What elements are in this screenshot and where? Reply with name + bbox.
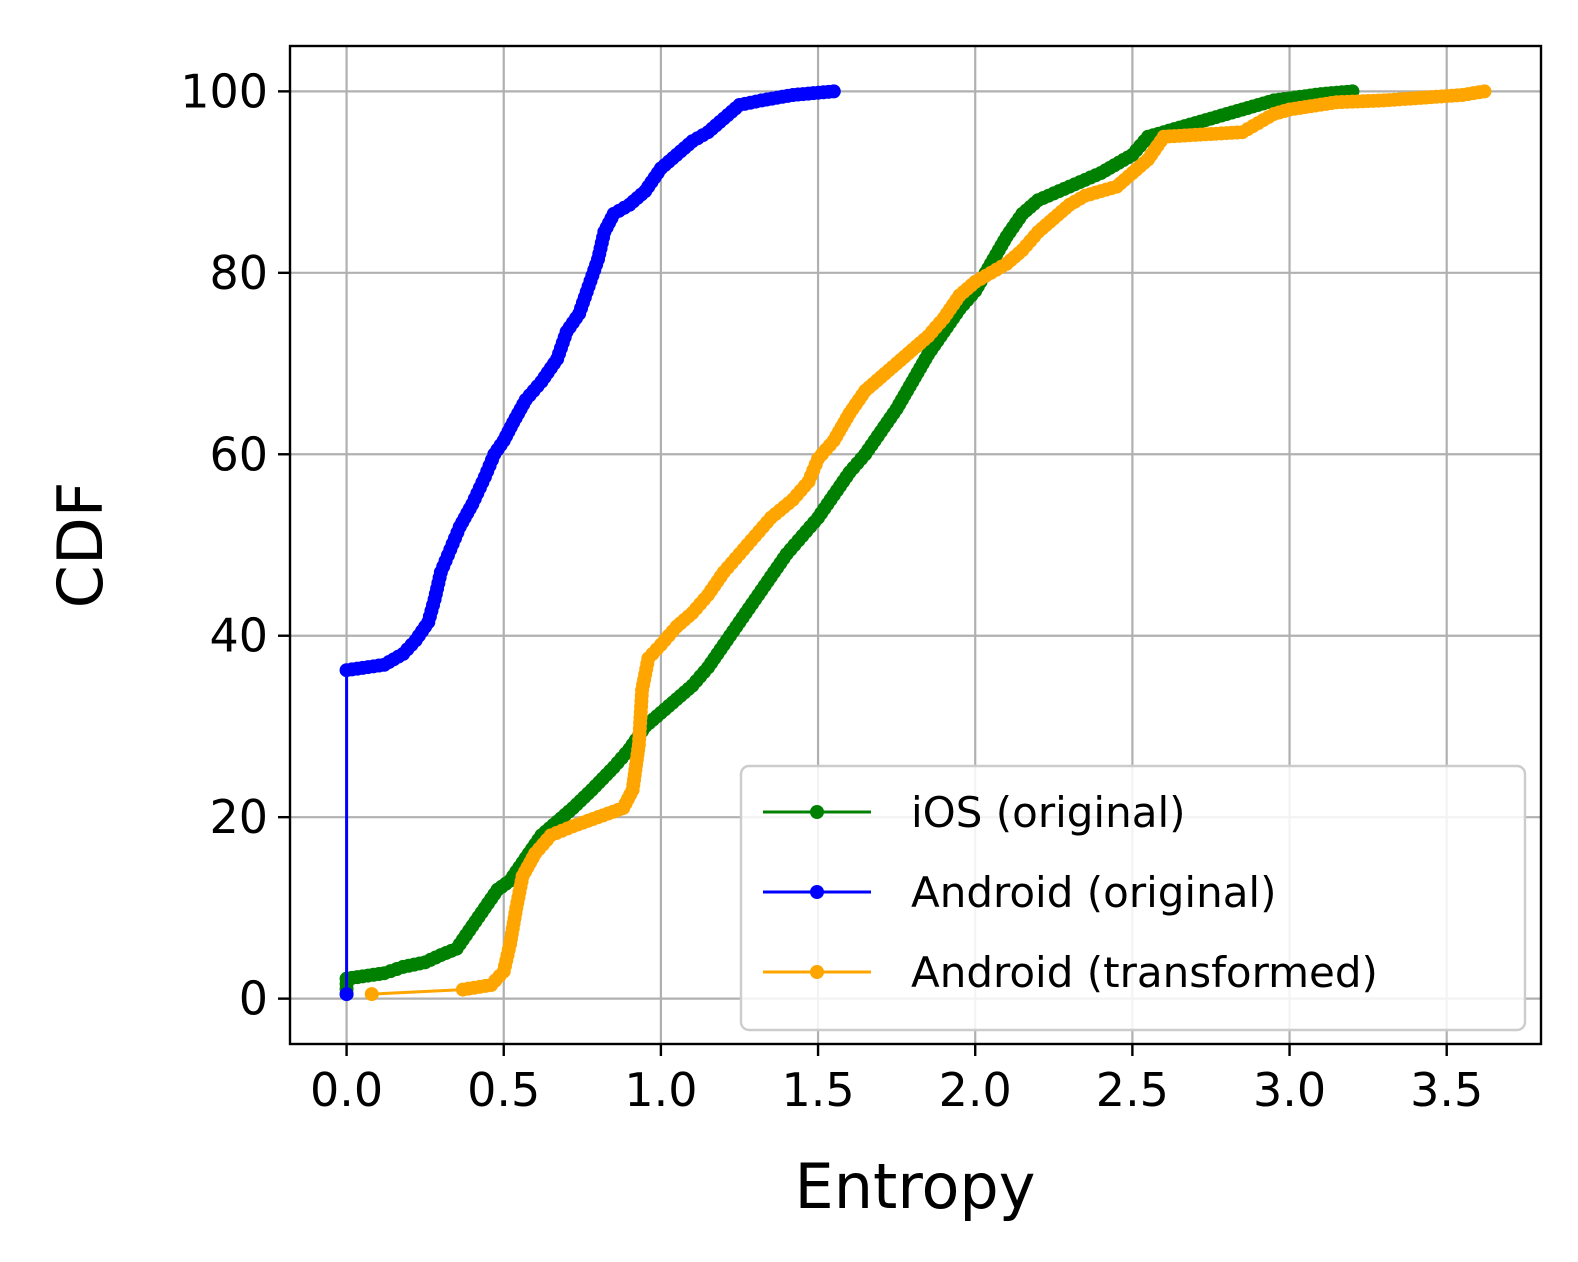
legend-item: iOS (original) — [763, 788, 1186, 837]
x-tick-label: 2.5 — [1096, 1063, 1169, 1117]
legend: iOS (original) Android (original) Android … — [739, 764, 1527, 1032]
series-layer — [339, 84, 1492, 1002]
legend-box — [739, 764, 1527, 1032]
x-tick-label: 2.0 — [939, 1063, 1012, 1117]
y-axis-title: CDF — [44, 482, 117, 609]
x-tick-label: 3.0 — [1253, 1063, 1326, 1117]
y-tick-label: 60 — [209, 427, 268, 481]
series-1 — [339, 84, 841, 1002]
legend-swatch-marker — [810, 805, 824, 819]
legend-label: Android (transformed) — [911, 948, 1378, 997]
x-axis-title: Entropy — [795, 1150, 1036, 1223]
legend-label: iOS (original) — [911, 788, 1186, 837]
x-tick-label: 3.5 — [1410, 1063, 1483, 1117]
data-point — [339, 987, 354, 1002]
ticks: 0.0 0.5 1.0 1.5 2.0 2.5 3.0 3.5 0 20 40 60 80 100 — [180, 64, 1483, 1117]
legend-swatch-marker — [810, 965, 824, 979]
y-tick-label: 100 — [180, 64, 268, 118]
y-tick-label: 80 — [209, 246, 268, 300]
x-tick-label: 0.5 — [467, 1063, 540, 1117]
y-tick-label: 0 — [239, 972, 268, 1026]
y-tick-label: 20 — [209, 790, 268, 844]
x-tick-label: 1.0 — [624, 1063, 697, 1117]
data-point — [1477, 84, 1492, 99]
data-point — [826, 84, 841, 99]
legend-item: Android (transformed) — [763, 948, 1378, 997]
legend-swatch-marker — [810, 885, 824, 899]
series-2 — [364, 84, 1492, 1002]
plot-frame — [288, 44, 1543, 1046]
y-tick-label: 40 — [209, 609, 268, 663]
x-tick-label: 0.0 — [310, 1063, 383, 1117]
legend-label: Android (original) — [911, 868, 1277, 917]
data-point — [364, 987, 379, 1002]
legend-item: Android (original) — [763, 868, 1277, 917]
x-tick-label: 1.5 — [781, 1063, 854, 1117]
